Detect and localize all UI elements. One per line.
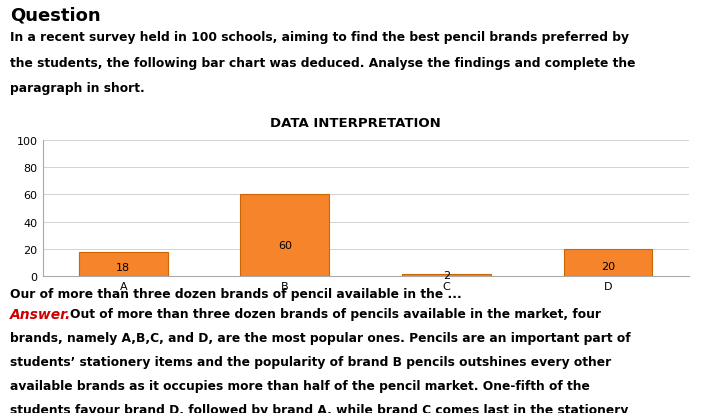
Text: 20: 20 [601,261,615,271]
Bar [241,195,329,277]
Text: students favour brand D, followed by brand A, while brand C comes last in the st: students favour brand D, followed by bra… [10,404,628,413]
Text: students’ stationery items and the popularity of brand B pencils outshines every: students’ stationery items and the popul… [10,356,611,368]
Text: brands, namely A,B,C, and D, are the most popular ones. Pencils are an important: brands, namely A,B,C, and D, are the mos… [10,332,630,344]
Text: paragraph in short.: paragraph in short. [10,82,145,95]
Text: 60: 60 [278,241,292,251]
Bar [564,249,652,277]
Bar [402,274,491,277]
Text: Question: Question [10,6,101,24]
Text: available brands as it occupies more than half of the pencil market. One-fifth o: available brands as it occupies more tha… [10,380,590,392]
Text: DATA INTERPRETATION: DATA INTERPRETATION [270,117,440,130]
Text: Our of more than three dozen brands of pencil available in the ...: Our of more than three dozen brands of p… [10,287,462,300]
Text: 2: 2 [443,271,450,280]
Text: Out of more than three dozen brands of pencils available in the market, four: Out of more than three dozen brands of p… [70,308,601,320]
Text: 18: 18 [116,262,131,273]
Text: Answer.: Answer. [10,308,71,322]
Text: In a recent survey held in 100 schools, aiming to find the best pencil brands pr: In a recent survey held in 100 schools, … [10,31,629,44]
Bar [79,252,168,277]
Text: the students, the following bar chart was deduced. Analyse the findings and comp: the students, the following bar chart wa… [10,57,635,69]
